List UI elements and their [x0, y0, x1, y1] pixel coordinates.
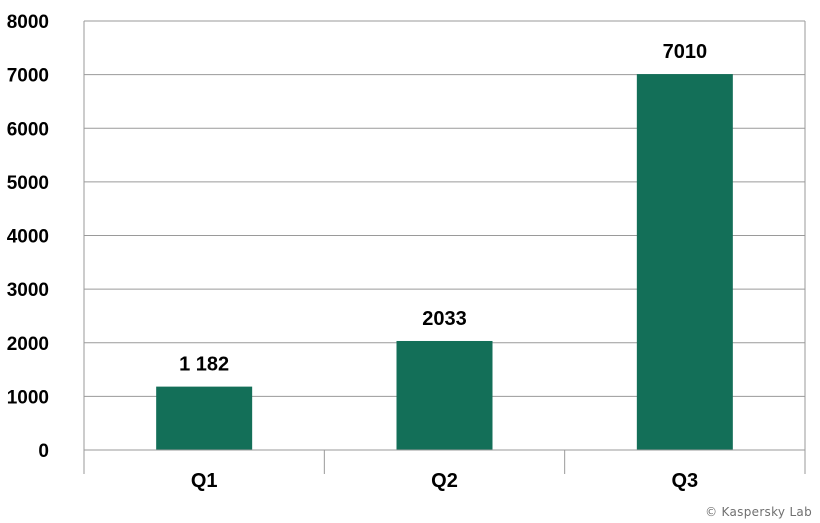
- y-tick-label: 1000: [7, 387, 49, 408]
- category-label: Q3: [671, 470, 698, 492]
- copyright-text: © Kaspersky Lab: [705, 505, 812, 519]
- data-label: 1 182: [179, 354, 229, 376]
- y-tick-label: 5000: [7, 173, 49, 194]
- bar: [396, 340, 493, 450]
- labels: 0 1000 2000 3000 4000 5000 6000 7000 8000 1 182 Q1…: [7, 12, 707, 492]
- y-tick-label: 8000: [7, 12, 49, 33]
- y-tick-label: 4000: [7, 227, 49, 248]
- y-tick-label: 7000: [7, 66, 49, 87]
- y-tick-label: 3000: [7, 280, 49, 301]
- y-tick-label: 6000: [7, 119, 49, 140]
- category-label: Q1: [191, 470, 218, 492]
- y-tick-label: 0: [38, 441, 49, 462]
- bars: [156, 74, 733, 451]
- category-label: Q2: [431, 470, 458, 492]
- data-label: 7010: [663, 41, 708, 63]
- y-tick-label: 2000: [7, 334, 49, 355]
- grid-lines: [84, 20, 805, 397]
- axes: [83, 21, 806, 474]
- bar: [156, 386, 253, 450]
- bar: [636, 74, 733, 451]
- data-label: 2033: [422, 308, 467, 330]
